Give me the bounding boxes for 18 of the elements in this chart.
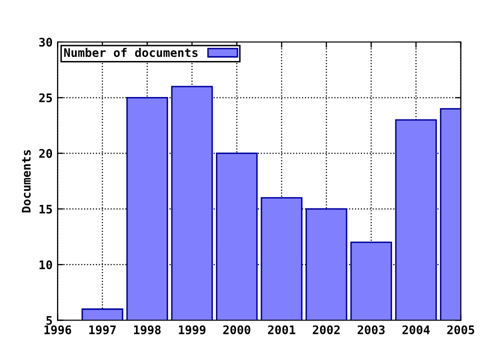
y-axis-title: Documents <box>22 150 31 212</box>
x-tick-label: 2003 <box>358 325 385 334</box>
x-tick-label: 2000 <box>223 325 250 334</box>
x-tick-label: 1998 <box>134 325 161 334</box>
legend-label: Number of documents <box>64 48 198 58</box>
x-tick-label: 1996 <box>44 325 72 334</box>
y-tick-label: 15 <box>40 204 52 214</box>
x-tick-label: 2005 <box>447 325 474 334</box>
y-tick-label: 20 <box>39 149 52 158</box>
y-tick-label: 5 <box>46 316 52 325</box>
x-tick-label: 2004 <box>402 325 430 334</box>
x-tick-label: 2001 <box>268 325 296 334</box>
y-tick-label: 25 <box>39 93 52 102</box>
y-tick-label: 10 <box>40 260 52 270</box>
x-tick-label: 1997 <box>89 325 116 334</box>
x-tick-label: 1999 <box>178 325 206 334</box>
y-tick-label: 30 <box>39 38 52 47</box>
x-tick-label: 2002 <box>312 325 340 334</box>
